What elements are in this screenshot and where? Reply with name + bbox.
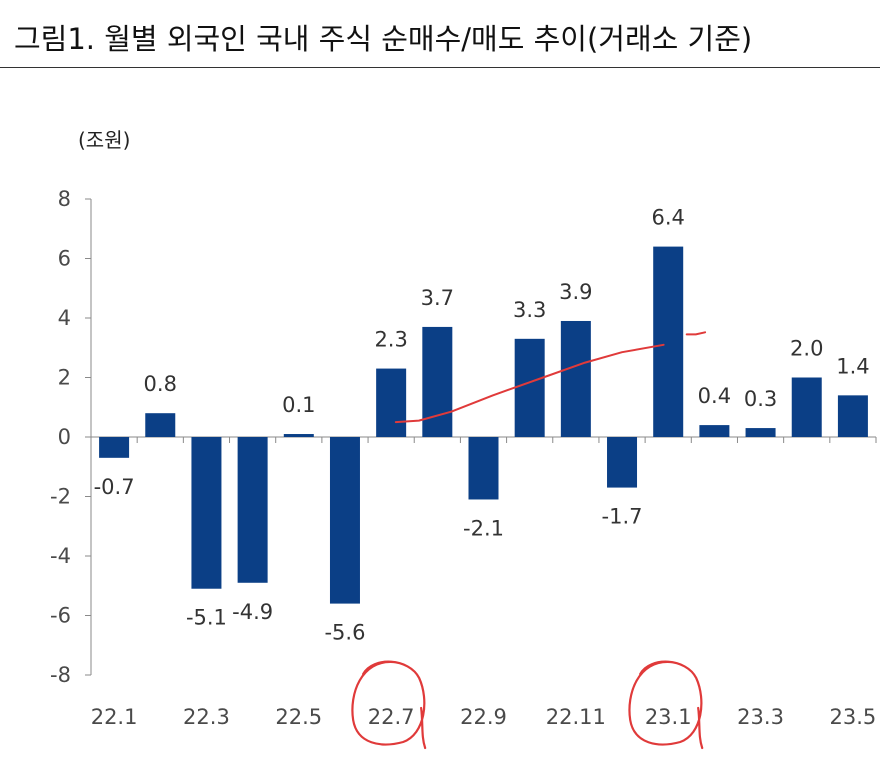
y-axis: -8 -6 -4 -2 0 2 4 6 8 (50, 187, 92, 687)
x-tick-label: 23.3 (737, 705, 784, 729)
x-tick-label: 23.1 (645, 705, 692, 729)
bar (422, 326, 453, 437)
data-label: -5.1 (186, 606, 227, 630)
bar (99, 437, 130, 458)
bar (791, 377, 822, 437)
circle-annotation (351, 660, 427, 750)
data-label: -0.7 (94, 475, 135, 499)
data-label: 0.3 (744, 387, 777, 411)
y-tick-label: 8 (58, 187, 71, 211)
y-axis-unit-label: (조원) (78, 128, 131, 152)
data-label: 0.1 (282, 393, 315, 417)
data-label: 3.7 (421, 286, 454, 310)
x-tick-label: 22.5 (275, 705, 322, 729)
y-tick-label: 6 (58, 247, 71, 271)
data-label: -4.9 (232, 600, 273, 624)
data-label: -1.7 (602, 505, 643, 529)
bar (837, 395, 868, 437)
data-label: -2.1 (463, 516, 504, 540)
figure-title: 그림1. 월별 외국인 국내 주식 순매수/매도 추이(거래소 기준) (14, 22, 753, 56)
circle-annotation (628, 660, 704, 750)
data-labels: -0.7 0.8 -5.1 -4.9 0.1 -5.6 2.3 3.7 -2.1 3.3 3.9 -1… (94, 206, 870, 645)
handwritten-annotations (351, 331, 707, 750)
trend-line-annotation-tail (685, 331, 707, 336)
bar (653, 246, 684, 437)
bar (376, 368, 407, 437)
data-label: 1.4 (836, 354, 869, 378)
bar-series (99, 246, 868, 604)
y-tick-label: 2 (58, 366, 71, 390)
bar (145, 413, 176, 437)
x-tick-label: 22.11 (546, 705, 606, 729)
x-axis: 22.1 22.3 22.5 22.7 22.9 22.11 23.1 23.3 23.5 (90, 436, 877, 729)
data-label: 0.4 (698, 384, 731, 408)
x-tick-label: 23.5 (830, 705, 877, 729)
bar (283, 434, 314, 437)
data-label: 2.0 (790, 337, 823, 361)
y-tick-label: 4 (58, 306, 71, 330)
x-tick-label: 22.7 (368, 705, 415, 729)
bar (468, 437, 499, 500)
y-tick-label: -2 (50, 485, 71, 509)
data-label: 3.3 (513, 298, 546, 322)
bar (514, 338, 545, 437)
bar (607, 437, 638, 488)
bar (560, 320, 591, 437)
trend-line-annotation (394, 343, 665, 424)
data-label: -5.6 (324, 621, 365, 645)
data-label: 6.4 (652, 206, 685, 230)
y-tick-label: 0 (58, 425, 71, 449)
bar (191, 437, 222, 589)
x-tick-label: 22.3 (183, 705, 230, 729)
y-tick-label: -4 (50, 544, 71, 568)
y-tick-label: -6 (50, 604, 71, 628)
bar (237, 437, 268, 583)
x-tick-label: 22.9 (460, 705, 507, 729)
data-label: 2.3 (374, 328, 407, 352)
y-tick-label: -8 (50, 663, 71, 687)
title-divider (0, 67, 880, 68)
data-label: 3.9 (559, 280, 592, 304)
bar (699, 425, 730, 437)
bar (329, 437, 360, 604)
bar (745, 428, 776, 437)
x-tick-label: 22.1 (91, 705, 138, 729)
data-label: 0.8 (144, 372, 177, 396)
